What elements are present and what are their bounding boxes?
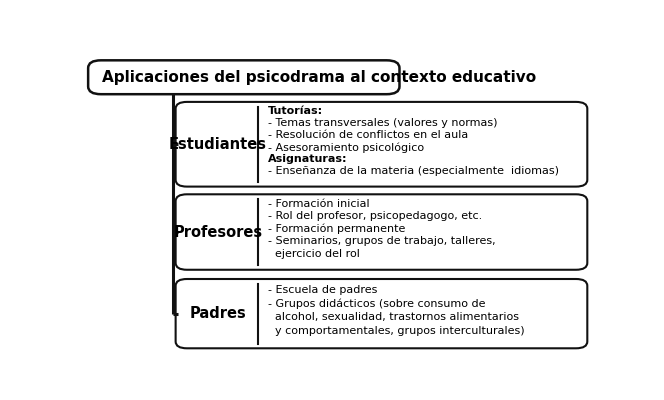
Text: Padres: Padres — [190, 306, 246, 321]
Text: ejercicio del rol: ejercicio del rol — [268, 249, 360, 259]
Text: - Enseñanza de la materia (especialmente  idiomas): - Enseñanza de la materia (especialmente… — [268, 166, 559, 176]
Text: Tutorías:: Tutorías: — [268, 106, 323, 116]
Text: Aplicaciones del psicodrama al contexto educativo: Aplicaciones del psicodrama al contexto … — [102, 70, 536, 85]
Text: - Asesoramiento psicológico: - Asesoramiento psicológico — [268, 142, 424, 152]
Text: - Formación permanente: - Formación permanente — [268, 224, 406, 234]
Text: Estudiantes: Estudiantes — [169, 137, 267, 152]
Text: - Rol del profesor, psicopedagogo, etc.: - Rol del profesor, psicopedagogo, etc. — [268, 212, 483, 222]
Text: - Temas transversales (valores y normas): - Temas transversales (valores y normas) — [268, 118, 498, 128]
Text: - Resolución de conflictos en el aula: - Resolución de conflictos en el aula — [268, 130, 469, 140]
Text: Asignaturas:: Asignaturas: — [268, 154, 348, 164]
Text: - Seminarios, grupos de trabajo, talleres,: - Seminarios, grupos de trabajo, tallere… — [268, 236, 496, 246]
Text: - Grupos didácticos (sobre consumo de: - Grupos didácticos (sobre consumo de — [268, 298, 486, 308]
Text: - Formación inicial: - Formación inicial — [268, 199, 370, 209]
FancyBboxPatch shape — [175, 279, 588, 348]
FancyBboxPatch shape — [175, 102, 588, 186]
Text: - Escuela de padres: - Escuela de padres — [268, 284, 378, 294]
Text: y comportamentales, grupos interculturales): y comportamentales, grupos intercultural… — [268, 326, 525, 336]
Text: Profesores: Profesores — [173, 224, 263, 240]
FancyBboxPatch shape — [88, 60, 400, 94]
FancyBboxPatch shape — [175, 194, 588, 270]
Text: alcohol, sexualidad, trastornos alimentarios: alcohol, sexualidad, trastornos alimenta… — [268, 312, 519, 322]
